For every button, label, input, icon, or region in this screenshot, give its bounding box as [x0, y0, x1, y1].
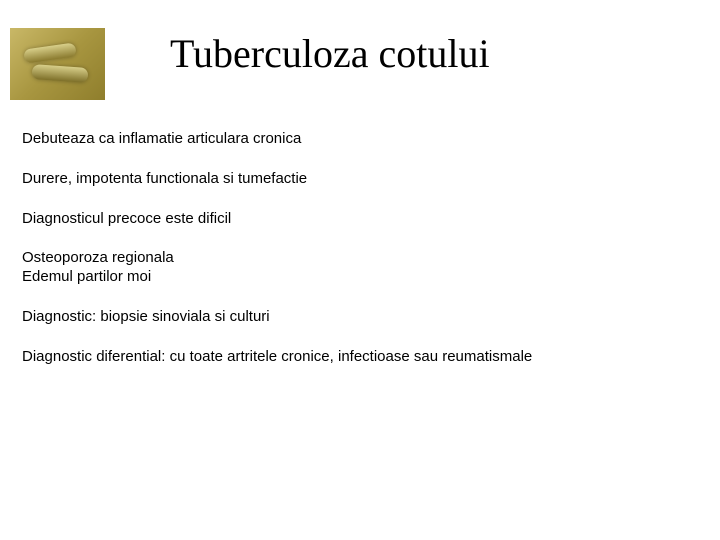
body-line: Diagnostic diferential: cu toate artrite…	[22, 348, 698, 367]
body-line: Diagnosticul precoce este dificil	[22, 210, 698, 229]
slide-title: Tuberculoza cotului	[170, 30, 490, 77]
body-line: Osteoporoza regionala	[22, 249, 698, 268]
body-line: Diagnostic: biopsie sinoviala si culturi	[22, 308, 698, 327]
body-line: Durere, impotenta functionala si tumefac…	[22, 170, 698, 189]
body-line-group: Osteoporoza regionala Edemul partilor mo…	[22, 249, 698, 287]
slide-thumbnail	[10, 28, 105, 100]
slide-body: Debuteaza ca inflamatie articulara croni…	[22, 130, 698, 387]
body-line: Edemul partilor moi	[22, 268, 698, 287]
body-line: Debuteaza ca inflamatie articulara croni…	[22, 130, 698, 149]
